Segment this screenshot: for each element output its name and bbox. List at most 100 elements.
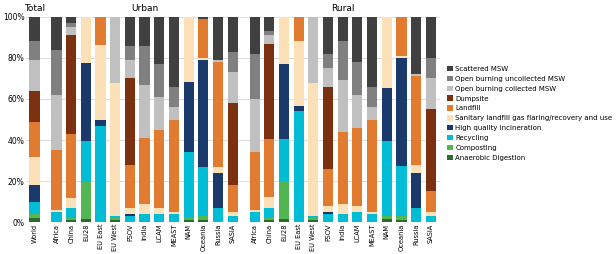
Bar	[396, 56, 407, 58]
Bar	[139, 45, 150, 85]
Bar	[66, 220, 76, 222]
Bar	[323, 87, 333, 169]
Bar	[125, 60, 135, 78]
Bar	[264, 17, 275, 31]
Bar	[95, 45, 106, 120]
Bar	[198, 216, 208, 220]
Bar	[95, 120, 106, 126]
Bar	[323, 214, 333, 222]
Bar	[426, 58, 436, 78]
Bar	[279, 65, 289, 139]
Bar	[125, 45, 135, 60]
Bar	[352, 62, 362, 95]
Bar	[426, 78, 436, 109]
Bar	[184, 152, 194, 217]
Bar	[169, 87, 179, 107]
Bar	[169, 212, 179, 214]
Bar	[184, 82, 194, 152]
Bar	[154, 97, 164, 130]
Bar	[367, 214, 377, 222]
Bar	[139, 214, 150, 222]
Bar	[264, 197, 275, 208]
Bar	[396, 166, 407, 216]
Bar	[110, 83, 120, 216]
Bar	[323, 54, 333, 68]
Bar	[213, 60, 223, 62]
Bar	[279, 17, 289, 65]
Bar	[367, 212, 377, 214]
Bar	[308, 17, 318, 83]
Bar	[95, 17, 106, 45]
Bar	[66, 208, 76, 218]
Text: Total: Total	[24, 4, 45, 13]
Bar	[66, 17, 76, 23]
Bar	[227, 216, 238, 222]
Bar	[352, 17, 362, 62]
Bar	[367, 87, 377, 107]
Bar	[110, 17, 120, 83]
Bar	[411, 17, 421, 74]
Bar	[264, 44, 275, 139]
Bar	[125, 78, 135, 165]
Bar	[30, 41, 39, 60]
Bar	[294, 106, 304, 112]
Bar	[30, 60, 39, 91]
Bar	[381, 88, 392, 141]
Bar	[396, 17, 407, 56]
Bar	[381, 141, 392, 216]
Bar	[52, 17, 62, 50]
Bar	[81, 219, 91, 222]
Bar	[367, 107, 377, 120]
Bar	[294, 41, 304, 106]
Bar	[66, 198, 76, 208]
Bar	[381, 219, 392, 222]
Bar	[426, 192, 436, 212]
Bar	[81, 64, 91, 141]
Bar	[198, 60, 208, 167]
Bar	[323, 206, 333, 212]
Bar	[198, 17, 208, 19]
Bar	[30, 218, 39, 222]
Bar	[352, 212, 362, 222]
Bar	[249, 99, 260, 152]
Bar	[381, 216, 392, 219]
Bar	[396, 216, 407, 220]
Bar	[227, 185, 238, 212]
Bar	[308, 220, 318, 222]
Bar	[52, 210, 62, 212]
Bar	[30, 185, 39, 202]
Bar	[154, 17, 164, 64]
Bar	[52, 95, 62, 150]
Bar	[367, 17, 377, 87]
Bar	[125, 17, 135, 45]
Bar	[110, 220, 120, 222]
Bar	[279, 139, 289, 181]
Bar	[294, 17, 304, 41]
Bar	[110, 218, 120, 220]
Bar	[66, 27, 76, 35]
Bar	[323, 17, 333, 54]
Bar	[154, 64, 164, 97]
Bar	[308, 216, 318, 218]
Bar	[227, 17, 238, 52]
Bar	[30, 156, 39, 185]
Bar	[154, 214, 164, 222]
Bar	[338, 132, 348, 204]
Bar	[264, 35, 275, 44]
Bar	[367, 120, 377, 212]
Bar	[227, 72, 238, 103]
Bar	[249, 212, 260, 222]
Bar	[249, 152, 260, 210]
Bar	[227, 103, 238, 185]
Bar	[169, 107, 179, 120]
Bar	[294, 112, 304, 222]
Bar	[213, 208, 223, 222]
Bar	[381, 17, 392, 88]
Bar	[30, 122, 39, 156]
Bar	[338, 41, 348, 81]
Text: Rural: Rural	[331, 4, 354, 13]
Bar	[198, 220, 208, 222]
Bar	[411, 74, 421, 76]
Bar	[66, 35, 76, 134]
Bar	[308, 218, 318, 220]
